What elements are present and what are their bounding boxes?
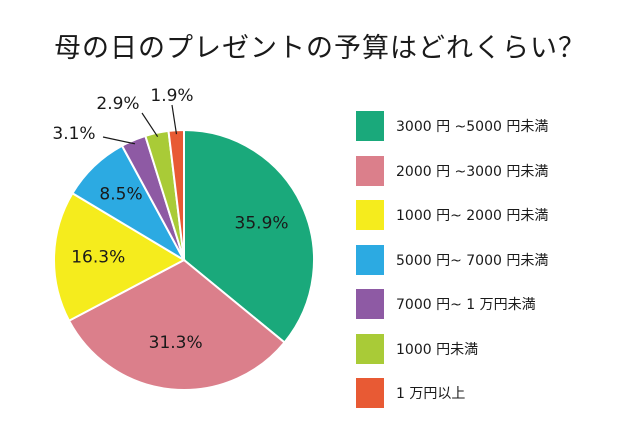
legend-swatch [356, 333, 384, 364]
leader-line [141, 112, 159, 138]
legend-item: 1 万円以上 [356, 378, 465, 408]
legend-swatch [356, 155, 384, 186]
data-label: 3.1% [52, 124, 95, 144]
legend-item: 1000 円未満 [356, 333, 479, 364]
legend-item: 5000 円~ 7000 円未満 [356, 244, 549, 275]
data-label: 8.5% [99, 184, 142, 204]
legend-swatch [356, 111, 384, 141]
data-label: 16.3% [71, 248, 125, 268]
legend-swatch [356, 378, 384, 408]
data-label: 31.3% [149, 333, 203, 353]
data-label: 35.9% [235, 213, 289, 233]
legend-item: 7000 円~ 1 万円未満 [356, 289, 536, 319]
pie-slice [52, 191, 187, 323]
legend-swatch [356, 244, 384, 275]
chart-title: 母の日のプレゼントの予算はどれくらい？ [54, 33, 586, 64]
pie-slice [183, 128, 315, 344]
data-label: 2.9% [96, 94, 139, 114]
legend-label: 1000 円未満 [396, 341, 479, 358]
legend-swatch [356, 289, 384, 319]
legend-label: 1000 円~ 2000 円未満 [396, 208, 549, 224]
data-label: 1.9% [150, 86, 193, 106]
legend-label: 3000 円 ~5000 円未満 [396, 119, 549, 135]
legend-item: 1000 円~ 2000 円未満 [356, 200, 548, 230]
leader-line [102, 136, 136, 145]
legend-item: 2000 円 ~3000 円未満 [356, 155, 549, 186]
leader-line [171, 104, 178, 135]
legend-label: 1 万円以上 [396, 386, 466, 402]
legend-label: 5000 円~ 7000 円未満 [396, 252, 549, 269]
legend-label: 2000 円 ~3000 円未満 [396, 163, 549, 180]
legend-label: 7000 円~ 1 万円未満 [396, 297, 536, 313]
legend-swatch [356, 200, 384, 230]
legend-item: 3000 円 ~5000 円未満 [356, 111, 548, 141]
